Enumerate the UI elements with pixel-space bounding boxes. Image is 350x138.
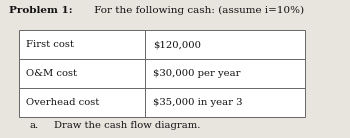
Text: $35,000 in year 3: $35,000 in year 3 bbox=[153, 98, 243, 107]
Bar bbox=[19, 30, 304, 117]
Text: First cost: First cost bbox=[26, 40, 74, 49]
Text: Overhead cost: Overhead cost bbox=[26, 98, 99, 107]
Text: O&M cost: O&M cost bbox=[26, 69, 77, 78]
Text: For the following cash: (assume i=10%): For the following cash: (assume i=10%) bbox=[91, 6, 304, 15]
Text: Draw the cash flow diagram.: Draw the cash flow diagram. bbox=[54, 121, 201, 130]
Text: $30,000 per year: $30,000 per year bbox=[153, 69, 240, 78]
Text: Problem 1:: Problem 1: bbox=[9, 6, 72, 15]
Text: a.: a. bbox=[30, 121, 39, 130]
Text: $120,000: $120,000 bbox=[153, 40, 201, 49]
